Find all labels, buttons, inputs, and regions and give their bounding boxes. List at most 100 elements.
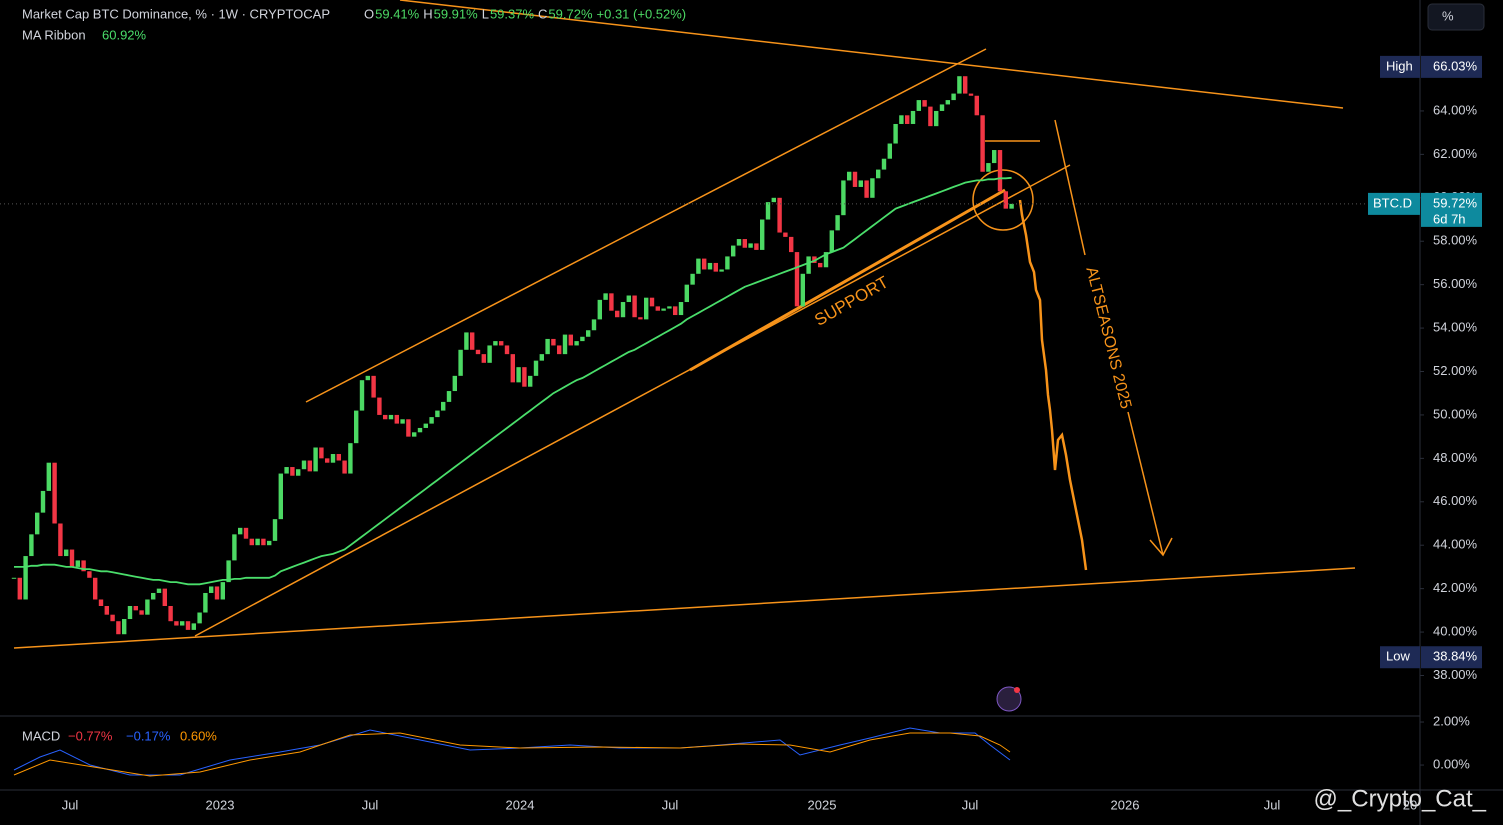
candle-body <box>261 538 266 546</box>
candle-body <box>232 534 237 561</box>
candle-body <box>429 417 434 424</box>
candle-body <box>278 473 283 520</box>
candle-body <box>655 306 660 311</box>
candle-body <box>789 236 794 253</box>
candle-body <box>301 460 307 470</box>
candle-body <box>939 104 945 111</box>
unit-button-label[interactable]: % <box>1442 8 1454 23</box>
candle-body <box>957 76 962 94</box>
badge-value: 59.72% <box>1433 195 1478 210</box>
y-tick-label: 48.00% <box>1433 450 1478 465</box>
candle-body <box>951 93 956 101</box>
price-badge <box>1380 646 1420 669</box>
candle-body <box>493 341 498 346</box>
candle-body <box>968 93 974 96</box>
candle-body <box>214 586 220 600</box>
candle-body <box>649 297 655 307</box>
candle-body <box>348 443 353 474</box>
x-tick-label: 2026 <box>1111 797 1140 812</box>
price-badge <box>1421 646 1482 669</box>
candle-body <box>342 460 347 474</box>
candle-body <box>458 349 463 376</box>
candle-body <box>539 354 544 361</box>
ohlc-key: O <box>364 6 374 21</box>
candle-body <box>40 490 46 513</box>
candle-body <box>992 150 997 164</box>
candle-body <box>475 349 481 355</box>
price-badge <box>1368 192 1420 215</box>
candle-body <box>423 423 428 428</box>
candle-body <box>528 375 533 387</box>
ma-name: MA Ribbon <box>22 27 86 42</box>
candle-body <box>847 171 852 181</box>
y-tick-label: 52.00% <box>1433 363 1478 378</box>
candle-body <box>945 100 950 105</box>
candle-body <box>1003 191 1008 209</box>
candle-body <box>203 592 208 613</box>
candle-body <box>794 252 800 307</box>
badge-value: 38.84% <box>1433 649 1478 664</box>
candle-body <box>145 599 150 615</box>
candle-body <box>87 571 92 578</box>
candle-body <box>470 332 475 350</box>
highlight-circle <box>972 169 1034 231</box>
support-line <box>689 188 1006 372</box>
candle-body <box>81 560 86 572</box>
candle-body <box>997 150 1003 192</box>
candle-body <box>934 110 939 127</box>
y-tick-label: 62.00% <box>1433 146 1478 161</box>
x-tick-label: Jul <box>362 797 379 812</box>
candle-body <box>307 460 312 472</box>
candle-body <box>615 310 620 318</box>
macd-value: −0.77% <box>68 728 113 743</box>
candle-body <box>922 100 927 107</box>
candle-body <box>632 295 637 318</box>
candle-body <box>620 302 626 318</box>
candle-body <box>702 258 707 270</box>
unit-button[interactable] <box>1427 3 1485 31</box>
candle-body <box>400 419 405 424</box>
macd-lines <box>13 727 1011 777</box>
candle-body <box>174 621 179 626</box>
candle-body <box>359 380 365 411</box>
candle-body <box>17 577 22 600</box>
y-tick-label: 54.00% <box>1433 320 1478 335</box>
candle-body <box>736 239 742 246</box>
candle-body <box>139 610 144 615</box>
x-tick-label: 2024 <box>506 797 535 812</box>
x-tick-label: Jul <box>62 797 79 812</box>
candle-body <box>64 549 69 557</box>
candle-body <box>806 256 811 274</box>
candle-body <box>928 106 933 127</box>
candle-body <box>765 202 771 220</box>
ohlc-legend: O 59.41% H 59.91% L 59.37% C 59.72% +0.31 (+0.52… <box>364 6 686 21</box>
alert-icon[interactable] <box>996 686 1022 712</box>
arrow-head <box>1149 537 1173 557</box>
candle-body <box>597 299 602 320</box>
badge-label: Low <box>1386 649 1410 664</box>
candle-body <box>719 269 724 272</box>
candle-body <box>852 171 858 187</box>
candle-body <box>452 375 457 392</box>
candle-body <box>771 197 776 203</box>
x-tick-label: Jul <box>962 797 979 812</box>
y-tick-label: 46.00% <box>1433 493 1478 508</box>
y-tick-label: 42.00% <box>1433 580 1478 595</box>
badge-countdown: 6d 7h <box>1433 211 1466 226</box>
y-tick-label: 40.00% <box>1433 623 1478 638</box>
drawings <box>13 0 1356 649</box>
candle-body <box>562 334 568 355</box>
projection-path <box>1018 199 1088 571</box>
x-tick-label: 2023 <box>206 797 235 812</box>
candle-body <box>116 621 121 635</box>
macd-signal-value: −0.17% <box>126 728 171 743</box>
candle-body <box>864 180 869 198</box>
candle-body <box>586 330 591 337</box>
candle-body <box>876 169 881 179</box>
y-tick-label: 50.00% <box>1433 406 1478 421</box>
candle-body <box>713 262 718 272</box>
candle-body <box>800 273 805 307</box>
candle-body <box>336 454 341 461</box>
candle-body <box>23 556 28 600</box>
